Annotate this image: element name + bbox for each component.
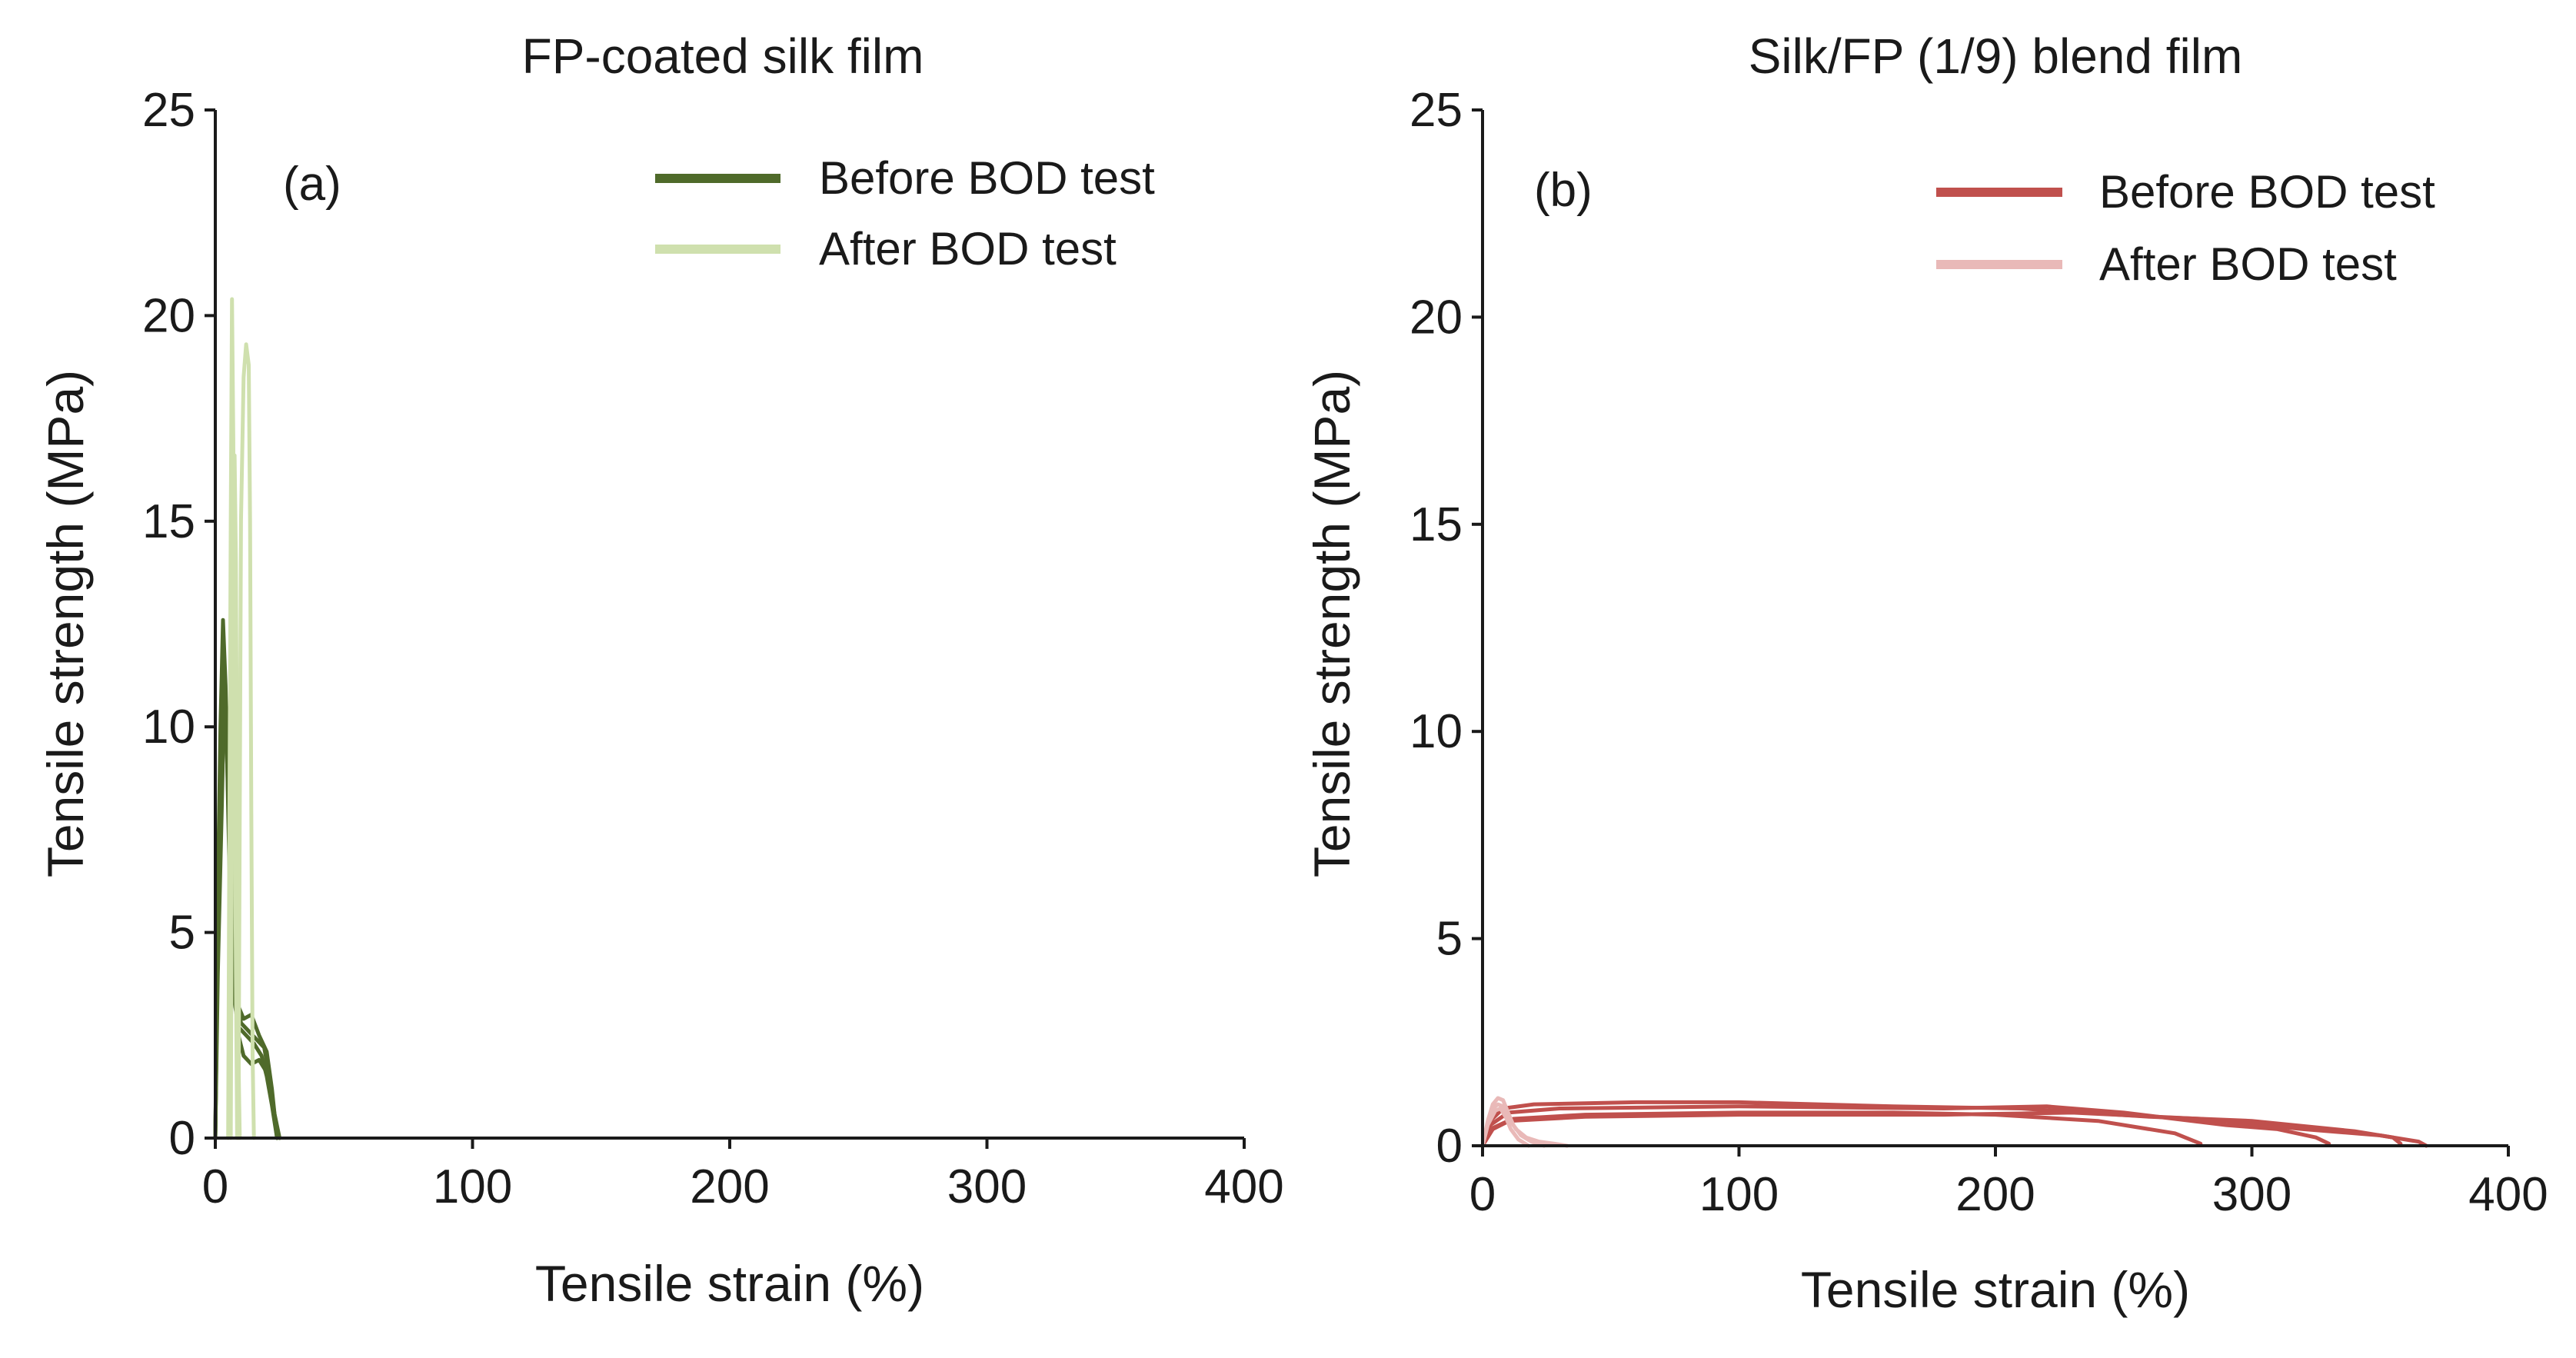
x-tick-label: 400 (2468, 1168, 2548, 1221)
y-tick-label: 25 (1409, 84, 1463, 137)
y-tick-label: 20 (1409, 291, 1463, 344)
chart-title: Silk/FP (1/9) blend film (1749, 28, 2243, 84)
curves (1480, 1096, 2428, 1148)
y-tick-label: 5 (169, 907, 195, 960)
x-tick-label: 0 (202, 1160, 228, 1213)
panel-label: (a) (283, 158, 341, 211)
panel-a: FP-coated silk film 0 5 10 15 20 25 0 100 200 30… (37, 28, 1284, 1312)
legend: Before BOD test After BOD test (1936, 166, 2435, 290)
chart-title: FP-coated silk film (522, 28, 924, 84)
y-tick-label: 10 (1409, 705, 1463, 758)
y-tick-label: 5 (1436, 913, 1463, 966)
x-ticks: 0 100 200 300 400 (1469, 1146, 2548, 1221)
x-axis-label: Tensile strain (%) (535, 1255, 924, 1312)
y-axis-label: Tensile strength (MPa) (1303, 370, 1360, 877)
x-tick-label: 300 (2212, 1168, 2291, 1221)
y-tick-label: 0 (1436, 1120, 1463, 1173)
series-after-curve-3 (228, 453, 242, 1140)
legend-label-after: After BOD test (2099, 238, 2397, 290)
legend-label-before: Before BOD test (819, 152, 1155, 204)
legend-label-after: After BOD test (819, 223, 1117, 275)
y-tick-label: 15 (1409, 498, 1463, 551)
series-after-curve-3 (1480, 1107, 1531, 1148)
y-tick-label: 15 (142, 495, 195, 548)
x-tick-label: 0 (1469, 1168, 1496, 1221)
y-ticks: 0 5 10 15 20 25 (142, 84, 215, 1165)
x-tick-label: 400 (1204, 1160, 1283, 1213)
x-tick-label: 100 (1699, 1168, 1779, 1221)
x-ticks: 0 100 200 300 400 (202, 1138, 1284, 1213)
y-tick-label: 10 (142, 701, 195, 754)
curves (213, 297, 282, 1140)
x-tick-label: 200 (1955, 1168, 2035, 1221)
y-axis-label: Tensile strength (MPa) (37, 370, 94, 877)
series-after-curve-2 (1480, 1096, 1546, 1148)
y-tick-label: 25 (142, 84, 195, 137)
y-ticks: 0 5 10 15 20 25 (1409, 84, 1483, 1173)
panel-label: (b) (1534, 164, 1593, 217)
legend-label-before: Before BOD test (2099, 166, 2435, 218)
y-tick-label: 0 (169, 1112, 195, 1165)
x-tick-label: 200 (690, 1160, 769, 1213)
panel-b: Silk/FP (1/9) blend film 0 5 10 15 20 25 0 100… (1303, 28, 2548, 1318)
legend: Before BOD test After BOD test (655, 152, 1155, 275)
y-tick-label: 20 (142, 289, 195, 342)
x-tick-label: 100 (433, 1160, 512, 1213)
x-axis-label: Tensile strain (%) (1801, 1261, 2190, 1318)
series-before-curve-4 (1480, 1110, 2428, 1148)
series-after-curve-1 (226, 297, 239, 1140)
series-after-curve-2 (236, 342, 256, 1140)
x-tick-label: 300 (947, 1160, 1027, 1213)
